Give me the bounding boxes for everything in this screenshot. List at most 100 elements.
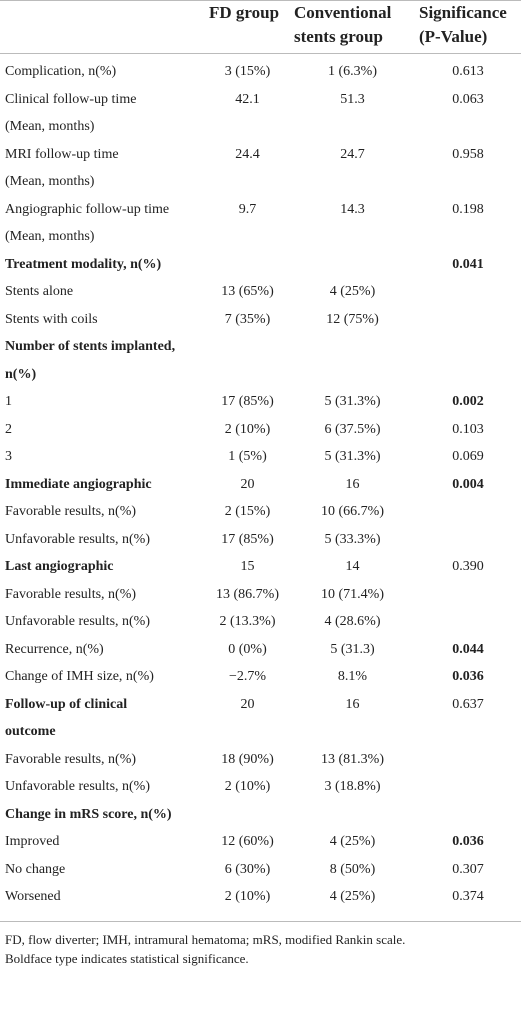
table-body: Complication, n(%) 3 (15%) 1 (6.3%) 0.613 Cl…: [0, 54, 521, 922]
cell: 8.1%: [337, 669, 368, 684]
label-line: (Mean, months): [5, 174, 95, 189]
label-line: Unfavorable results, n(%): [5, 614, 151, 629]
cell: [415, 581, 521, 609]
cell: [290, 801, 415, 829]
label-line: Change of IMH size, n(%): [5, 669, 154, 684]
row-label: Follow-up of clinical outcome: [0, 691, 205, 746]
label-line: Follow-up of clinical: [5, 696, 128, 712]
cell: 20: [240, 696, 255, 712]
cell: 0.103: [452, 421, 484, 437]
label-line: n(%): [5, 366, 37, 382]
cell: −2.7%: [228, 669, 267, 684]
cell: 5 (31.3): [330, 641, 375, 657]
cell: 1 (5%): [228, 449, 267, 464]
table-row: Immediate angiographic 20 16 0.004: [0, 471, 521, 499]
cell: 51.3: [340, 91, 365, 107]
row-label: Stents with coils: [0, 306, 205, 334]
label-line: Clinical follow-up time: [5, 91, 137, 107]
table-row: Improved 12 (60%) 4 (25%) 0.036: [0, 828, 521, 856]
cell: 24.4: [235, 146, 260, 162]
cell: [415, 498, 521, 526]
row-label: Stents alone: [0, 278, 205, 306]
row-label: Change in mRS score, n(%): [0, 801, 205, 829]
cell: [415, 306, 521, 334]
label-line: Improved: [5, 834, 60, 849]
label-line: 1: [5, 394, 12, 409]
row-label: Unfavorable results, n(%): [0, 526, 205, 554]
cell: [290, 251, 415, 279]
cell: 20: [240, 476, 255, 492]
label-line: Recurrence, n(%): [5, 641, 104, 657]
table-row: No change 6 (30%) 8 (50%) 0.307: [0, 856, 521, 884]
table-row: 1 17 (85%) 5 (31.3%) 0.002: [0, 388, 521, 416]
row-label: 1: [0, 388, 205, 416]
row-label: Favorable results, n(%): [0, 498, 205, 526]
header-cell: Conventional stents group: [290, 0, 415, 54]
row-label: Unfavorable results, n(%): [0, 608, 205, 636]
cell: 0 (0%): [228, 641, 267, 657]
cell: 5 (31.3%): [324, 449, 381, 464]
table-row: Worsened 2 (10%) 4 (25%) 0.374: [0, 883, 521, 921]
row-label: Unfavorable results, n(%): [0, 773, 205, 801]
cell: 0.958: [452, 146, 484, 162]
table-row: Unfavorable results, n(%) 17 (85%) 5 (33.3…: [0, 526, 521, 554]
row-label: Favorable results, n(%): [0, 746, 205, 774]
cell: 0.044: [452, 641, 484, 657]
label-line: Favorable results, n(%): [5, 504, 137, 519]
table-row: Number of stents implanted, n(%): [0, 333, 521, 388]
cell: 12 (60%): [221, 834, 274, 849]
cell: [415, 278, 521, 306]
cell: [415, 333, 521, 388]
label-line: Number of stents implanted,: [5, 339, 176, 354]
cell: 0.036: [452, 834, 484, 849]
row-label: Improved: [0, 828, 205, 856]
cell: 9.7: [238, 201, 257, 217]
row-label: Number of stents implanted, n(%): [0, 333, 205, 388]
row-label: 2: [0, 416, 205, 444]
cell: 0.613: [452, 64, 484, 79]
cell: 4 (25%): [329, 834, 376, 849]
label-line: Angiographic follow-up time: [5, 201, 170, 217]
cell: 18 (90%): [221, 751, 274, 767]
row-label: Change of IMH size, n(%): [0, 663, 205, 691]
table-row: 3 1 (5%) 5 (31.3%) 0.069: [0, 443, 521, 471]
label-line: MRI follow-up time: [5, 146, 119, 162]
cell: [205, 251, 290, 279]
cell: 14.3: [340, 201, 365, 217]
table-row: Favorable results, n(%) 2 (15%) 10 (66.7%): [0, 498, 521, 526]
cell: [415, 526, 521, 554]
cell: 0.307: [452, 861, 484, 877]
cell: 0.198: [452, 201, 484, 217]
results-table: FD group Conventional stents group Signific…: [0, 0, 521, 922]
label-line: Last angiographic: [5, 559, 114, 574]
label-line: Treatment modality, n(%): [5, 256, 162, 272]
cell: 10 (71.4%): [321, 586, 384, 602]
header-row: FD group Conventional stents group Signific…: [0, 0, 521, 54]
row-label: Worsened: [0, 883, 205, 921]
cell: 15: [240, 559, 255, 574]
table-row: Stents alone 13 (65%) 4 (25%): [0, 278, 521, 306]
cell: 4 (28.6%): [324, 614, 381, 629]
cell: 0.004: [452, 476, 484, 492]
table-row: Treatment modality, n(%) 0.041: [0, 251, 521, 279]
table-row: Angiographic follow-up time (Mean, months…: [0, 196, 521, 251]
table-row: Change in mRS score, n(%): [0, 801, 521, 829]
row-label: Treatment modality, n(%): [0, 251, 205, 279]
row-label: Complication, n(%): [0, 54, 205, 86]
header-text: FD group: [209, 3, 280, 22]
row-label: MRI follow-up time (Mean, months): [0, 141, 205, 196]
cell: 0.390: [452, 559, 484, 574]
label-line: Change in mRS score, n(%): [5, 806, 172, 822]
cell: 16: [345, 476, 360, 492]
footnote-line: FD, flow diverter; IMH, intramural hemat…: [5, 931, 406, 947]
table-row: Follow-up of clinical outcome 20 16 0.637: [0, 691, 521, 746]
cell: 12 (75%): [326, 311, 379, 327]
cell: [205, 333, 290, 388]
cell: 16: [345, 696, 360, 712]
table-row: 2 2 (10%) 6 (37.5%) 0.103: [0, 416, 521, 444]
label-line: (Mean, months): [5, 229, 95, 244]
cell: 6 (30%): [224, 861, 271, 877]
header-text: (P-Value): [419, 27, 488, 46]
header-cell: Significance (P-Value): [415, 0, 521, 54]
cell: 13 (81.3%): [321, 751, 384, 767]
